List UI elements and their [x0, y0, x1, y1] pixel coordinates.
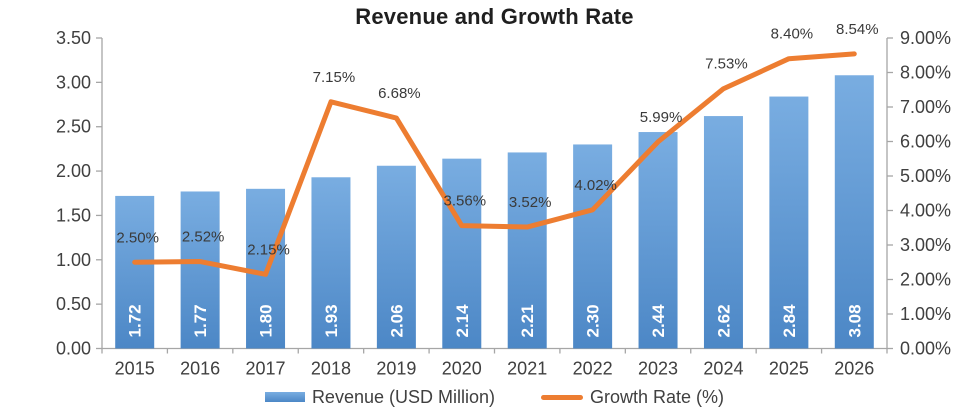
left-axis-tick-label: 2.50: [56, 117, 91, 137]
growth-point-label: 8.40%: [771, 26, 814, 43]
legend-label-growth: Growth Rate (%): [590, 386, 725, 407]
revenue-bar-2020: [442, 158, 482, 349]
revenue-bar-2016: [180, 191, 220, 349]
legend: Revenue (USD Million) Growth Rate (%): [102, 386, 887, 408]
bar-value-label: 2.30: [584, 304, 603, 337]
bar-value-label: 1.93: [322, 304, 341, 337]
right-axis-tick-label: 4.00%: [900, 201, 951, 221]
right-axis-tick-label: 3.00%: [900, 235, 951, 255]
right-axis-tick-label: 0.00%: [900, 339, 951, 359]
revenue-bar-2023: [638, 132, 678, 349]
right-axis-tick-label: 1.00%: [900, 304, 951, 324]
revenue-bar-2021: [507, 152, 547, 349]
revenue-bar-2024: [703, 116, 743, 349]
bar-value-label: 2.62: [714, 304, 733, 337]
growth-swatch-icon: [541, 394, 583, 400]
bar-value-label: 2.06: [387, 304, 406, 337]
x-axis-category-label: 2023: [638, 359, 678, 379]
bar-value-label: 2.84: [780, 304, 799, 338]
x-axis-category-label: 2021: [507, 359, 547, 379]
x-axis-category-label: 2025: [769, 359, 809, 379]
x-axis-category-label: 2019: [376, 359, 416, 379]
legend-label-revenue: Revenue (USD Million): [311, 386, 495, 407]
bar-value-label: 2.44: [649, 304, 668, 338]
left-axis-tick-label: 0.50: [56, 294, 91, 314]
revenue-bar-2015: [115, 195, 155, 349]
x-axis-category-label: 2026: [834, 359, 874, 379]
legend-item-revenue: Revenue (USD Million): [264, 386, 495, 408]
bar-value-label: 1.72: [126, 304, 145, 337]
x-axis-category-label: 2017: [246, 359, 286, 379]
revenue-bar-2026: [834, 75, 874, 349]
chart-title: Revenue and Growth Rate: [355, 4, 634, 29]
revenue-bar-2019: [376, 165, 416, 349]
growth-point-label: 2.15%: [247, 241, 290, 258]
right-axis-tick-label: 7.00%: [900, 97, 951, 117]
left-axis-tick-label: 0.00: [56, 339, 91, 359]
right-axis-tick-label: 8.00%: [900, 63, 951, 83]
growth-point-label: 4.02%: [574, 177, 617, 194]
bar-value-label: 1.80: [257, 304, 276, 337]
bar-value-label: 2.21: [518, 304, 537, 337]
x-axis-category-label: 2018: [311, 359, 351, 379]
legend-item-growth: Growth Rate (%): [541, 387, 724, 408]
growth-rate-line: [132, 51, 857, 277]
growth-point-label: 2.50%: [116, 229, 159, 246]
left-axis-tick-label: 3.50: [56, 28, 91, 48]
left-axis-tick-label: 3.00: [56, 72, 91, 92]
bar-value-label: 1.77: [191, 304, 210, 337]
bar-value-label: 2.14: [453, 304, 472, 338]
left-axis-tick-label: 1.50: [56, 205, 91, 225]
bar-value-label: 3.08: [845, 304, 864, 337]
left-axis-tick-label: 1.00: [56, 250, 91, 270]
growth-point-label: 3.52%: [509, 194, 552, 211]
x-axis-category-label: 2015: [115, 359, 155, 379]
growth-point-label: 7.15%: [313, 69, 356, 86]
revenue-bar-2018: [311, 177, 351, 349]
growth-point-label: 8.54%: [836, 21, 879, 38]
right-axis-tick-label: 2.00%: [900, 270, 951, 290]
growth-point-label: 6.68%: [378, 85, 421, 102]
revenue-swatch-icon: [264, 392, 305, 402]
left-axis-tick-label: 2.00: [56, 161, 91, 181]
x-axis-category-label: 2016: [180, 359, 220, 379]
right-axis-tick-label: 5.00%: [900, 166, 951, 186]
revenue-bar-2022: [573, 144, 613, 349]
x-axis-category-label: 2020: [442, 359, 482, 379]
x-axis-category-label: 2024: [703, 359, 743, 379]
growth-point-label: 2.52%: [182, 229, 225, 246]
right-axis-tick-label: 9.00%: [900, 28, 951, 48]
growth-point-label: 5.99%: [640, 109, 683, 126]
x-axis-category-label: 2022: [573, 359, 613, 379]
growth-point-label: 7.53%: [705, 56, 748, 73]
growth-point-label: 3.56%: [444, 193, 487, 210]
right-axis-tick-label: 6.00%: [900, 132, 951, 152]
revenue-bar-2025: [769, 96, 809, 349]
